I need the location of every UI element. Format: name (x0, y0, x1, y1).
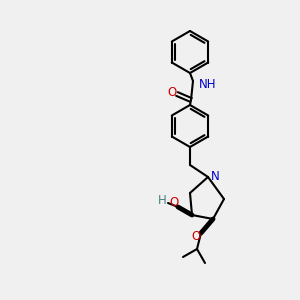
Text: O: O (169, 196, 178, 208)
Text: H: H (158, 194, 166, 208)
Text: N: N (211, 169, 220, 182)
Text: O: O (191, 230, 201, 242)
Text: NH: NH (199, 77, 217, 91)
Text: O: O (167, 86, 177, 100)
